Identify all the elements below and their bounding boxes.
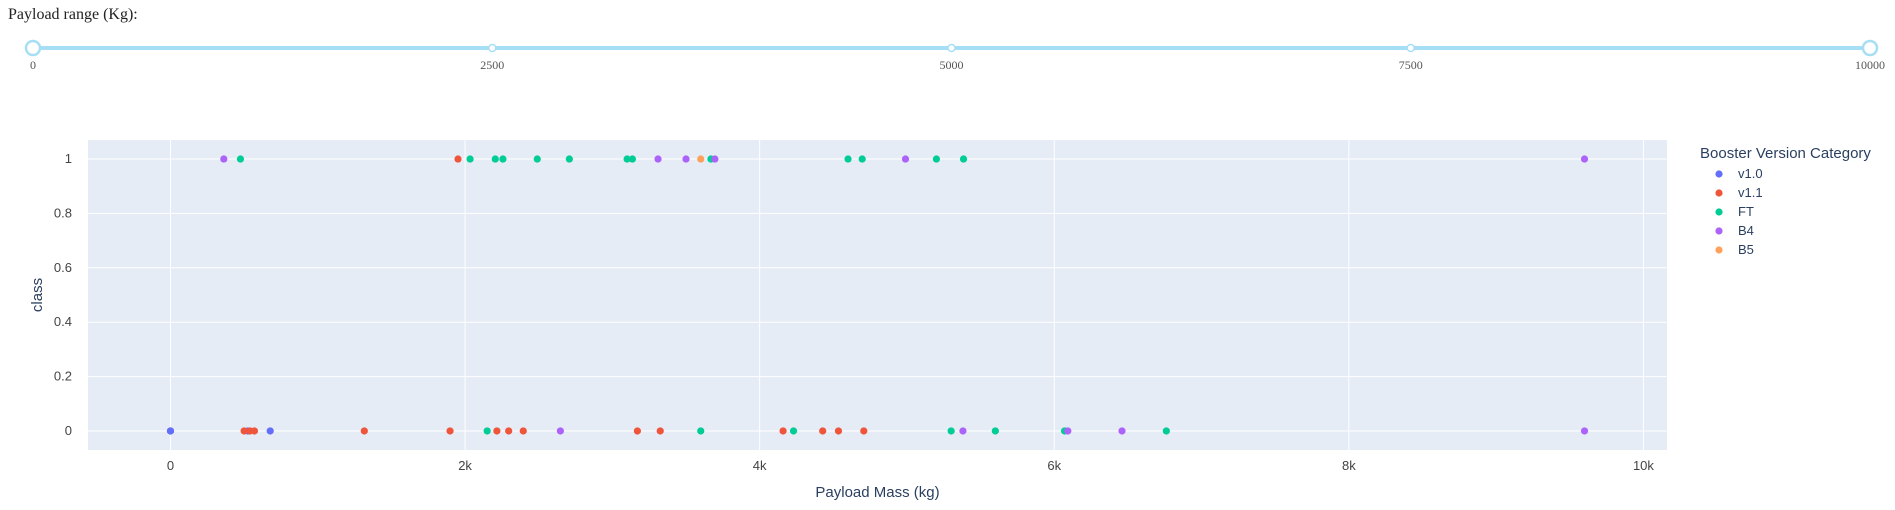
series-B5 xyxy=(697,155,705,163)
legend-item[interactable]: v1.0 xyxy=(1738,166,1763,181)
data-point[interactable] xyxy=(959,427,967,435)
data-point[interactable] xyxy=(633,427,642,435)
data-point[interactable] xyxy=(466,155,474,163)
y-tick-label: 0.4 xyxy=(54,314,72,329)
y-tick-label: 0.2 xyxy=(54,369,72,384)
data-point[interactable] xyxy=(947,427,955,435)
x-tick-label: 6k xyxy=(1047,458,1061,473)
series-FT xyxy=(236,155,1170,435)
series-v1.1 xyxy=(240,155,868,435)
legend-marker[interactable] xyxy=(1715,189,1723,197)
data-point[interactable] xyxy=(491,155,499,163)
y-axis-title: class xyxy=(29,278,46,312)
data-point[interactable] xyxy=(360,427,368,435)
x-tick-label: 4k xyxy=(753,458,767,473)
plot-area xyxy=(88,140,1667,450)
scatter-chart: 0 2k 4k 6k 8k 10k 0 0.2 0.4 0.6 0.8 1 Payload Mass (… xyxy=(29,140,1871,500)
data-point[interactable] xyxy=(236,155,245,163)
data-point[interactable] xyxy=(656,427,664,435)
legend-item[interactable]: B5 xyxy=(1738,242,1754,257)
data-point[interactable] xyxy=(858,155,866,163)
gridlines xyxy=(88,140,1667,450)
slider-mark-dot xyxy=(488,43,497,53)
legend-item[interactable]: B4 xyxy=(1738,223,1754,238)
data-point[interactable] xyxy=(623,155,631,163)
data-point[interactable] xyxy=(240,427,248,435)
slider-mark-label: 2500 xyxy=(480,58,504,72)
data-point[interactable] xyxy=(1118,427,1126,435)
slider-mark-label: 0 xyxy=(30,58,36,72)
data-point[interactable] xyxy=(697,427,705,435)
y-tick-label: 0.6 xyxy=(54,260,72,275)
y-tick-label: 0 xyxy=(65,423,72,438)
x-axis-title: Payload Mass (kg) xyxy=(815,484,939,500)
payload-range-label: Payload range (Kg): xyxy=(8,6,138,23)
data-point[interactable] xyxy=(844,155,852,163)
x-tick-label: 10k xyxy=(1633,458,1654,473)
data-point[interactable] xyxy=(493,427,501,435)
slider-handle-min[interactable] xyxy=(24,39,42,57)
payload-range-slider[interactable]: 0 2500 5000 7500 10000 xyxy=(0,30,1895,80)
data-point[interactable] xyxy=(556,427,564,435)
data-point[interactable] xyxy=(959,155,968,163)
y-tick-label: 0.8 xyxy=(54,205,72,220)
data-point[interactable] xyxy=(819,427,827,435)
x-tick-label: 0 xyxy=(167,458,174,473)
data-point[interactable] xyxy=(789,427,798,435)
legend-title: Booster Version Category xyxy=(1700,145,1871,162)
data-point[interactable] xyxy=(533,155,541,163)
data-point[interactable] xyxy=(519,427,527,435)
series-B4 xyxy=(220,155,1589,435)
data-point[interactable] xyxy=(711,155,719,163)
legend-marker[interactable] xyxy=(1715,246,1723,254)
data-point[interactable] xyxy=(266,427,274,435)
data-point[interactable] xyxy=(932,155,941,163)
slider-mark-label: 10000 xyxy=(1855,58,1885,72)
slider-mark-dot xyxy=(1406,43,1415,53)
legend-item[interactable]: v1.1 xyxy=(1738,185,1763,200)
data-point[interactable] xyxy=(220,155,228,163)
legend-marker[interactable] xyxy=(1715,170,1723,178)
data-point[interactable] xyxy=(1580,427,1589,435)
legend-marker[interactable] xyxy=(1715,208,1723,216)
data-point[interactable] xyxy=(1580,155,1589,163)
data-point[interactable] xyxy=(250,427,259,435)
data-point[interactable] xyxy=(1064,427,1072,435)
legend-item[interactable]: FT xyxy=(1738,204,1754,219)
slider-mark-label: 5000 xyxy=(940,58,964,72)
data-point[interactable] xyxy=(446,427,454,435)
data-point[interactable] xyxy=(628,155,637,163)
data-point[interactable] xyxy=(166,427,175,435)
slider-handle-max[interactable] xyxy=(1861,39,1879,57)
slider-mark-label: 7500 xyxy=(1399,58,1423,72)
data-point[interactable] xyxy=(697,155,705,163)
y-tick-label: 1 xyxy=(65,151,72,166)
data-point[interactable] xyxy=(483,427,491,435)
data-point[interactable] xyxy=(991,427,999,435)
data-point[interactable] xyxy=(901,155,910,163)
data-point[interactable] xyxy=(834,427,843,435)
slider-mark-dot xyxy=(947,43,956,53)
data-point[interactable] xyxy=(565,155,573,163)
data-point[interactable] xyxy=(454,155,462,163)
data-point[interactable] xyxy=(682,155,690,163)
x-tick-label: 8k xyxy=(1342,458,1356,473)
x-tick-label: 2k xyxy=(458,458,472,473)
data-point[interactable] xyxy=(779,427,787,435)
data-point[interactable] xyxy=(860,427,868,435)
data-point[interactable] xyxy=(499,155,507,163)
data-point[interactable] xyxy=(505,427,513,435)
data-point[interactable] xyxy=(1162,427,1170,435)
data-point[interactable] xyxy=(654,155,662,163)
legend-marker[interactable] xyxy=(1715,227,1723,235)
